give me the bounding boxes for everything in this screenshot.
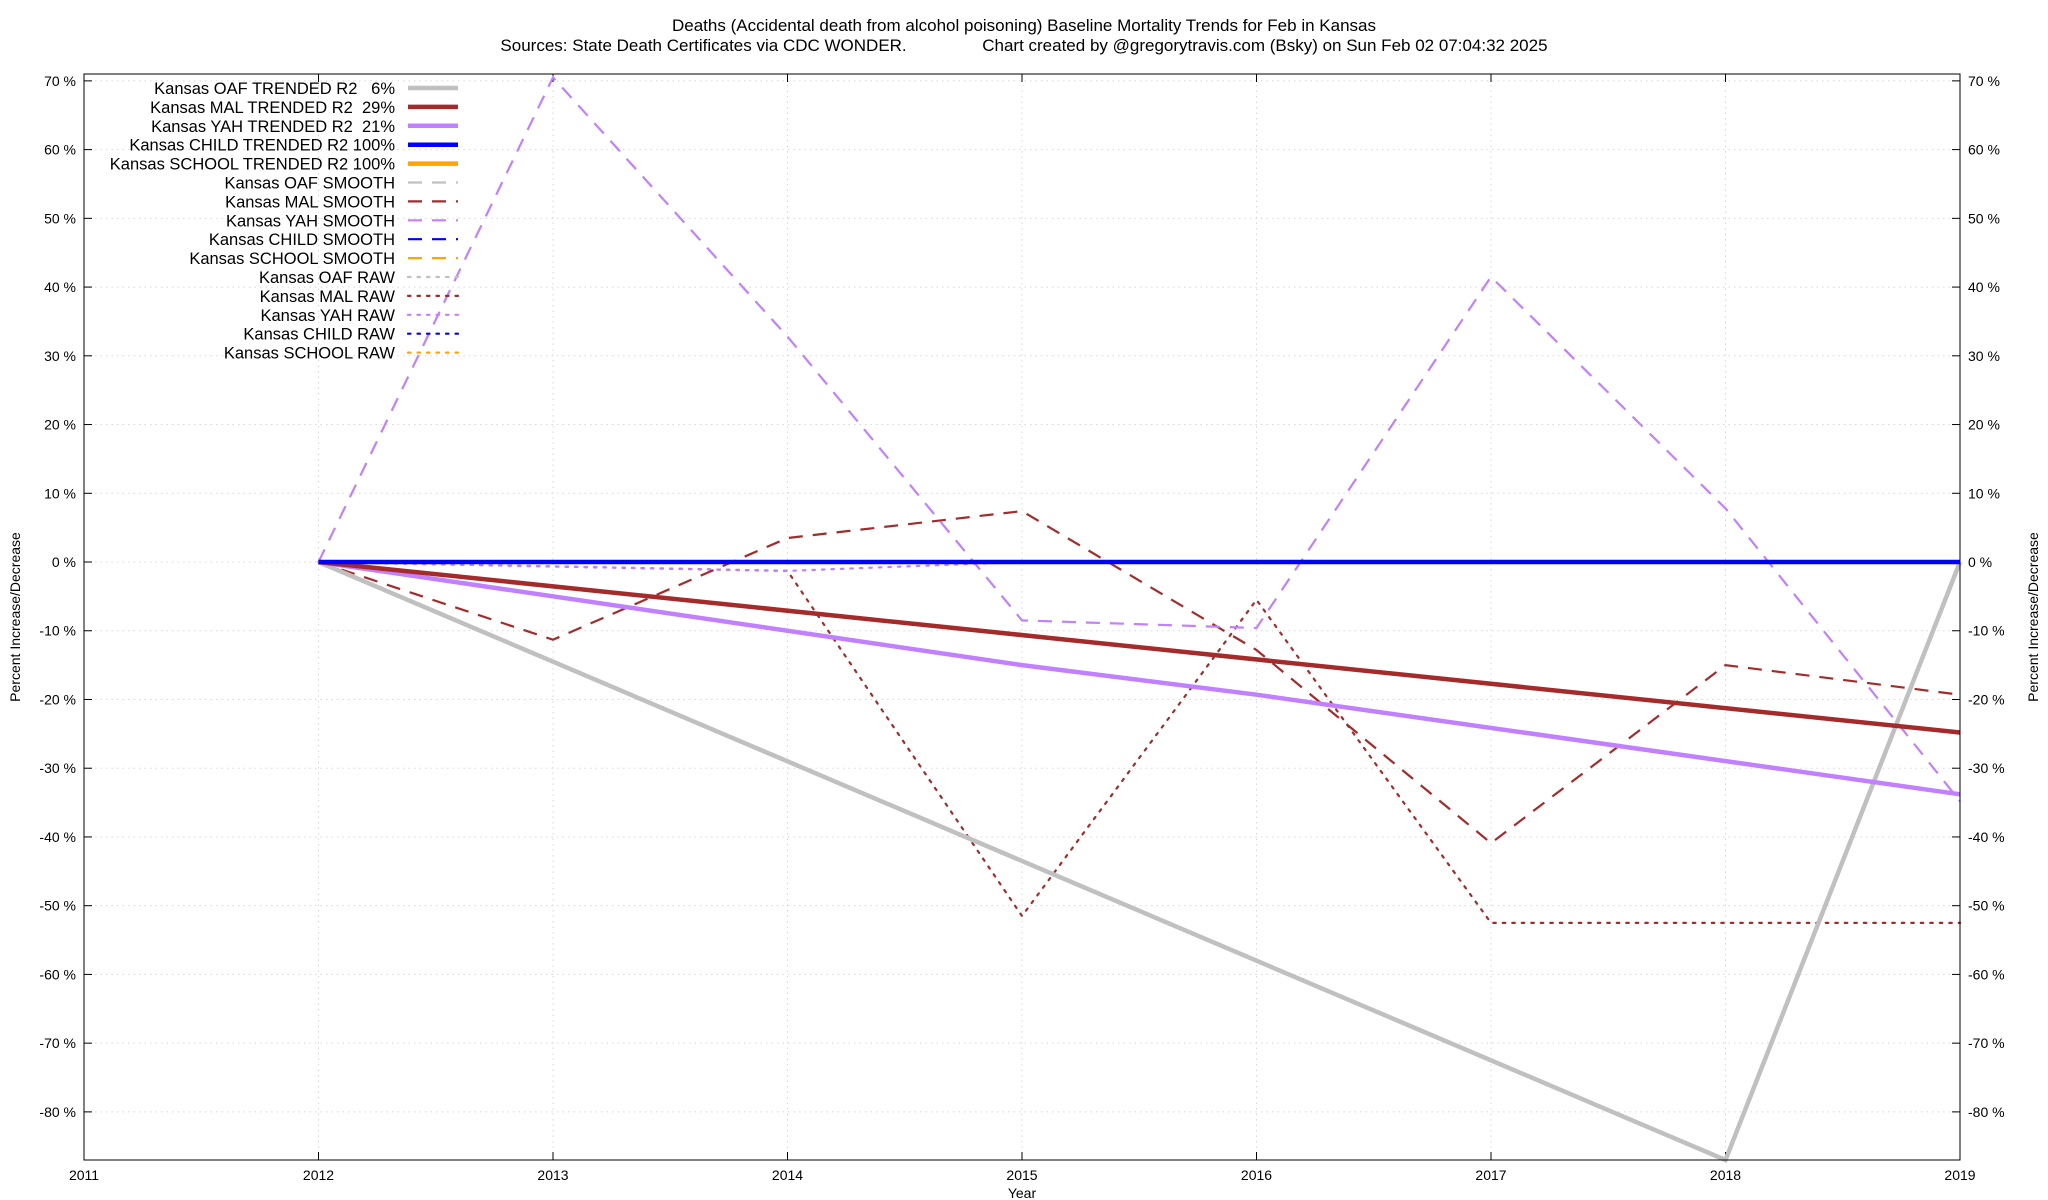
legend-label: Kansas SCHOOL TRENDED R2 100% — [110, 156, 396, 174]
legend-label: Kansas SCHOOL SMOOTH — [189, 250, 395, 268]
x-tick-label: 2019 — [1944, 1167, 1975, 1183]
y-tick-label-right: 70 % — [1968, 73, 2000, 89]
y-tick-label-right: 50 % — [1968, 210, 2000, 226]
y-tick-label-right: -20 % — [1968, 691, 2005, 707]
x-tick-label: 2012 — [303, 1167, 334, 1183]
y-tick-label-right: 30 % — [1968, 348, 2000, 364]
x-tick-label: 2011 — [69, 1167, 99, 1183]
y-tick-label-right: 40 % — [1968, 279, 2000, 295]
y-tick-label: 50 % — [44, 210, 76, 226]
legend-label: Kansas OAF TRENDED R2 6% — [154, 80, 395, 98]
y-tick-label: 60 % — [44, 142, 76, 158]
y-tick-label-right: 0 % — [1968, 554, 1992, 570]
series-line-1 — [318, 559, 1961, 735]
x-tick-label: 2018 — [1710, 1167, 1741, 1183]
y-tick-label-right: -30 % — [1968, 760, 2005, 776]
y-tick-label: 40 % — [44, 279, 76, 295]
legend-label: Kansas OAF RAW — [259, 269, 395, 287]
y-tick-label: -60 % — [39, 966, 76, 982]
series-line-6 — [318, 509, 1961, 845]
x-tick-label: 2016 — [1241, 1167, 1272, 1183]
x-tick-label: 2014 — [772, 1167, 803, 1183]
legend: Kansas OAF TRENDED R2 6%Kansas MAL TREND… — [110, 80, 460, 363]
y-tick-label-right: -80 % — [1968, 1104, 2005, 1120]
y-tick-label: -70 % — [39, 1035, 76, 1051]
y-tick-label-right: -60 % — [1968, 966, 2005, 982]
legend-label: Kansas OAF SMOOTH — [224, 175, 395, 193]
legend-label: Kansas MAL SMOOTH — [225, 193, 395, 211]
y-tick-label-right: 10 % — [1968, 485, 2000, 501]
x-axis-label: Year — [1008, 1185, 1037, 1200]
y-tick-label: 0 % — [52, 554, 76, 570]
y-axis-label-right: Percent Increase/Decrease — [2025, 532, 2041, 702]
legend-label: Kansas YAH RAW — [261, 307, 396, 325]
series-layer — [317, 75, 1963, 1163]
y-tick-label-right: 20 % — [1968, 417, 2000, 433]
y-tick-label: 30 % — [44, 348, 76, 364]
axis-ticks: 2011 2012 2013 2014 2015 2016 2017 2018 2019 70 %… — [39, 73, 2004, 1183]
y-tick-label-right: -50 % — [1968, 898, 2005, 914]
legend-label: Kansas SCHOOL RAW — [224, 345, 396, 363]
y-tick-label: 70 % — [44, 73, 76, 89]
legend-label: Kansas MAL TRENDED R2 29% — [150, 99, 395, 117]
chart-subtitle: Sources: State Death Certificates via CD… — [500, 36, 1547, 55]
x-tick-label: 2017 — [1475, 1167, 1506, 1183]
y-tick-label: -20 % — [39, 691, 76, 707]
y-tick-label: -50 % — [39, 898, 76, 914]
legend-label: Kansas YAH TRENDED R2 21% — [151, 118, 395, 136]
y-tick-label: 10 % — [44, 485, 76, 501]
legend-label: Kansas CHILD SMOOTH — [209, 231, 395, 249]
y-axis-label: Percent Increase/Decrease — [7, 532, 23, 702]
plot-frame — [83, 73, 1961, 1161]
y-tick-label-right: 60 % — [1968, 142, 2000, 158]
series-line-11 — [317, 560, 1962, 925]
legend-label: Kansas MAL RAW — [260, 288, 396, 306]
x-tick-label: 2015 — [1006, 1167, 1037, 1183]
series-line-0 — [317, 559, 1963, 1163]
x-tick-label: 2013 — [537, 1167, 568, 1183]
y-tick-label-right: -10 % — [1968, 623, 2005, 639]
y-tick-label: -40 % — [39, 829, 76, 845]
y-tick-label: -10 % — [39, 623, 76, 639]
y-tick-label: -30 % — [39, 760, 76, 776]
legend-label: Kansas YAH SMOOTH — [226, 212, 395, 230]
y-tick-label-right: -40 % — [1968, 829, 2005, 845]
chart-title: Deaths (Accidental death from alcohol po… — [672, 16, 1376, 35]
y-tick-label: -80 % — [39, 1104, 76, 1120]
series-line-2 — [318, 559, 1961, 797]
series-line-7 — [317, 75, 1961, 802]
legend-label: Kansas CHILD RAW — [243, 326, 395, 344]
legend-label: Kansas CHILD TRENDED R2 100% — [129, 137, 395, 155]
y-tick-label-right: -70 % — [1968, 1035, 2005, 1051]
y-tick-label: 20 % — [44, 417, 76, 433]
